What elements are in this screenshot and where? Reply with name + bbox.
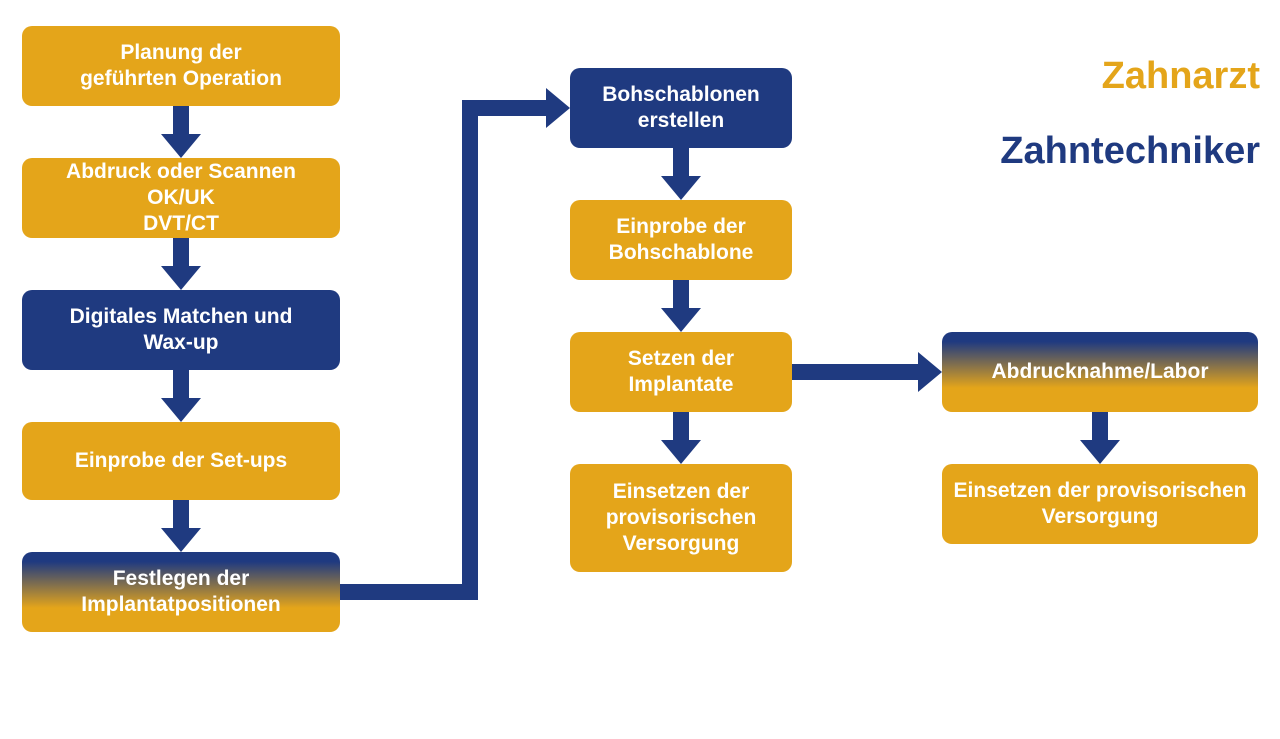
flow-node-n11: Einsetzen der provisorischen Versorgung xyxy=(942,464,1258,544)
flow-node-label: Abdrucknahme/Labor xyxy=(991,359,1208,385)
flow-node-n10: Abdrucknahme/Labor xyxy=(942,332,1258,412)
legend-dentist: Zahnarzt xyxy=(1000,55,1260,98)
flow-node-n9: Einsetzen der provisorischen Versorgung xyxy=(570,464,792,572)
flow-node-n4: Einprobe der Set-ups xyxy=(22,422,340,500)
flow-node-n3: Digitales Matchen und Wax-up xyxy=(22,290,340,370)
flow-node-label: Einprobe der Bohschablone xyxy=(609,214,754,267)
edge-e1 xyxy=(161,106,201,158)
edge-e10 xyxy=(1080,412,1120,464)
edge-e6 xyxy=(661,148,701,200)
flow-node-n1: Planung der geführten Operation xyxy=(22,26,340,106)
edge-e8 xyxy=(661,412,701,464)
flow-node-n5: Festlegen der Implantatpositionen xyxy=(22,552,340,632)
flow-node-label: Festlegen der Implantatpositionen xyxy=(81,566,281,619)
edge-e3 xyxy=(161,370,201,422)
flow-node-label: Einsetzen der provisorischen Versorgung xyxy=(954,478,1247,531)
flowchart-stage: { "canvas": { "width": 1280, "height": 7… xyxy=(0,0,1280,739)
edge-e9 xyxy=(792,352,942,392)
edge-e4 xyxy=(161,500,201,552)
edge-e2 xyxy=(161,238,201,290)
flow-node-n7: Einprobe der Bohschablone xyxy=(570,200,792,280)
flow-node-label: Setzen der Implantate xyxy=(628,346,734,399)
flow-node-label: Einprobe der Set-ups xyxy=(75,448,287,474)
legend-technician: Zahntechniker xyxy=(1000,130,1260,173)
flow-node-n8: Setzen der Implantate xyxy=(570,332,792,412)
flow-node-n6: Bohschablonen erstellen xyxy=(570,68,792,148)
flow-node-n2: Abdruck oder Scannen OK/UK DVT/CT xyxy=(22,158,340,238)
edge-e5 xyxy=(340,88,570,600)
flow-node-label: Planung der geführten Operation xyxy=(80,40,282,93)
flow-node-label: Bohschablonen erstellen xyxy=(602,82,760,135)
flow-node-label: Abdruck oder Scannen OK/UK DVT/CT xyxy=(32,159,330,238)
flow-node-label: Einsetzen der provisorischen Versorgung xyxy=(606,479,757,558)
edge-e7 xyxy=(661,280,701,332)
flow-node-label: Digitales Matchen und Wax-up xyxy=(70,304,293,357)
